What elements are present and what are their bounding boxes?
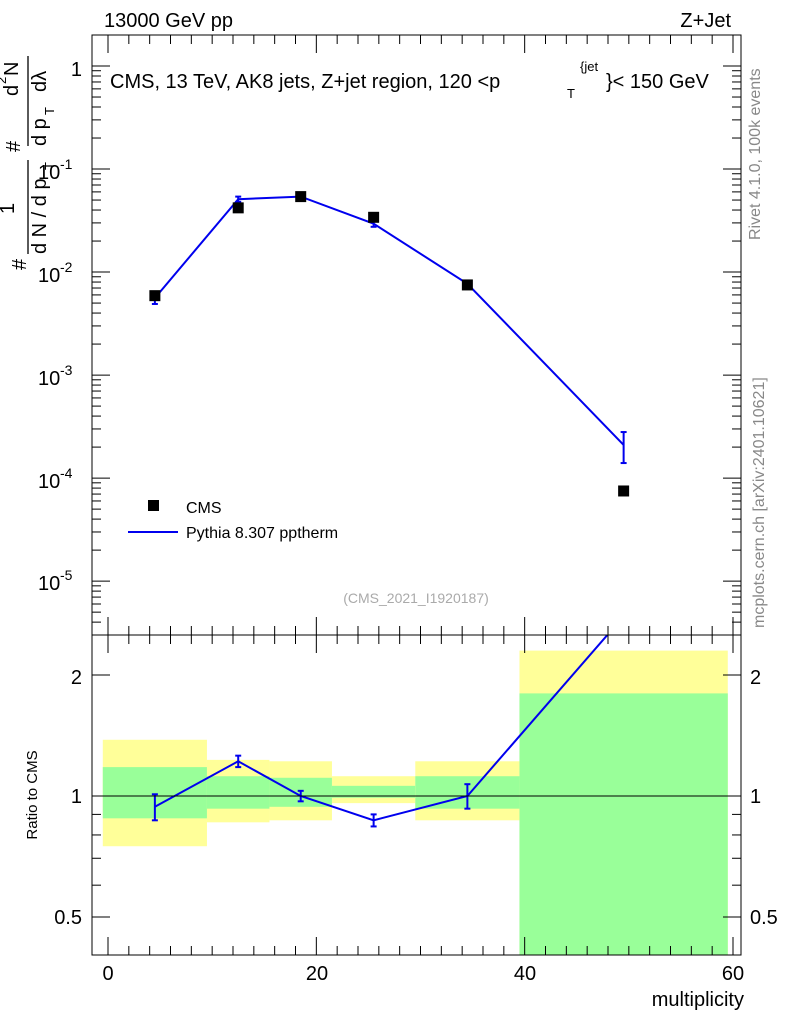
ylabel-hash2: # xyxy=(3,140,25,152)
ratio-ytick-05-right: 0.5 xyxy=(750,907,778,929)
ylabel-denom: d N / d p xyxy=(29,178,51,254)
ylabel-d: d xyxy=(1,85,23,96)
ytick-base: 10 xyxy=(38,471,60,493)
ytick-label-1: 1 xyxy=(71,59,82,81)
main-marks xyxy=(149,191,630,497)
ytick-exp: -2 xyxy=(60,259,73,275)
ylabel-sub2: T xyxy=(42,107,57,115)
pythia-line xyxy=(154,195,625,446)
cms-point xyxy=(368,211,380,223)
cms-point xyxy=(232,202,244,214)
legend-cms-label: CMS xyxy=(186,500,222,517)
ylabel-dlambda: dλ xyxy=(29,71,51,92)
legend: CMS Pythia 8.307 pptherm xyxy=(128,500,338,542)
ytick-base: 10 xyxy=(38,573,60,595)
ylabel-two: 2 xyxy=(0,77,9,84)
ratio-ytick-1-right: 1 xyxy=(750,786,761,808)
title-suffix: }< 150 GeV xyxy=(606,71,710,93)
ratio-panel: 2 1 0.5 2 1 0.5 Ratio to CMS 0 20 40 60 … xyxy=(24,634,778,1011)
ratio-ytick-1: 1 xyxy=(71,786,82,808)
ylabel-N: N xyxy=(1,62,23,76)
cms-point xyxy=(461,279,473,291)
ratio-ytick-2-right: 2 xyxy=(750,667,761,689)
main-ticks xyxy=(92,34,741,636)
xtick-label-0: 0 xyxy=(102,963,113,985)
ytick-exp: -3 xyxy=(60,362,73,378)
ytick-label-1e-1: 10 -1 xyxy=(38,156,73,184)
analysis-watermark: (CMS_2021_I1920187) xyxy=(343,590,489,606)
ytick-exp: -5 xyxy=(60,567,73,583)
cms-point xyxy=(295,191,307,203)
xtick-label-20: 20 xyxy=(306,963,328,985)
ratio-frame xyxy=(91,634,742,956)
ytick-label-1e-4: 10 -4 xyxy=(38,465,73,493)
ratio-band-green xyxy=(331,785,416,798)
xtick-label-40: 40 xyxy=(514,963,536,985)
ratio-line xyxy=(154,635,609,822)
ytick-label-1e-5: 10 -5 xyxy=(38,567,73,595)
ytick-label-1e-3: 10 -3 xyxy=(38,362,73,390)
ylabel-dp: d p xyxy=(29,118,51,146)
ratio-bands xyxy=(102,650,728,955)
title-sup: {jet xyxy=(580,59,598,74)
plot-title: CMS, 13 TeV, AK8 jets, Z+jet region, 120… xyxy=(110,59,710,101)
ratio-ylabel: Ratio to CMS xyxy=(24,750,41,839)
ratio-ytick-2: 2 xyxy=(71,667,82,689)
mcplots-label: mcplots.cern.ch [arXiv:2401.10621] xyxy=(751,377,768,628)
ratio-band-green xyxy=(519,693,728,955)
ylabel-one: 1 xyxy=(0,203,19,214)
main-frame xyxy=(91,34,742,636)
main-ylabel: # 1 d N / d p T # d p T d 2 N dλ xyxy=(0,56,57,270)
ytick-exp: -4 xyxy=(60,465,73,481)
ytick-base: 10 xyxy=(38,162,60,184)
legend-cms-marker xyxy=(148,500,159,511)
ratio-marks xyxy=(151,635,609,828)
ratio-band-green xyxy=(206,776,270,809)
header-right: Z+Jet xyxy=(680,10,731,32)
xlabel: multiplicity xyxy=(652,989,744,1011)
title-sub: T xyxy=(567,86,575,101)
ylabel-sub: T xyxy=(42,162,57,170)
main-panel: 1 10 -1 10 -2 10 -3 10 -4 10 -5 # 1 d N … xyxy=(0,34,742,636)
cms-point xyxy=(618,485,630,497)
rivet-label: Rivet 4.1.0, 100k events xyxy=(747,68,764,240)
cms-point xyxy=(149,290,161,302)
header-left: 13000 GeV pp xyxy=(104,10,233,32)
title-prefix: CMS, 13 TeV, AK8 jets, Z+jet region, 120… xyxy=(110,71,500,93)
ratio-ytick-05: 0.5 xyxy=(54,907,82,929)
ytick-exp: -1 xyxy=(60,156,73,172)
ylabel-hash: # xyxy=(9,258,31,270)
ytick-base: 10 xyxy=(38,265,60,287)
ytick-base: 10 xyxy=(38,368,60,390)
xtick-label-60: 60 xyxy=(722,963,744,985)
ytick-label-1e-2: 10 -2 xyxy=(38,259,73,287)
legend-pythia-label: Pythia 8.307 pptherm xyxy=(186,525,338,542)
